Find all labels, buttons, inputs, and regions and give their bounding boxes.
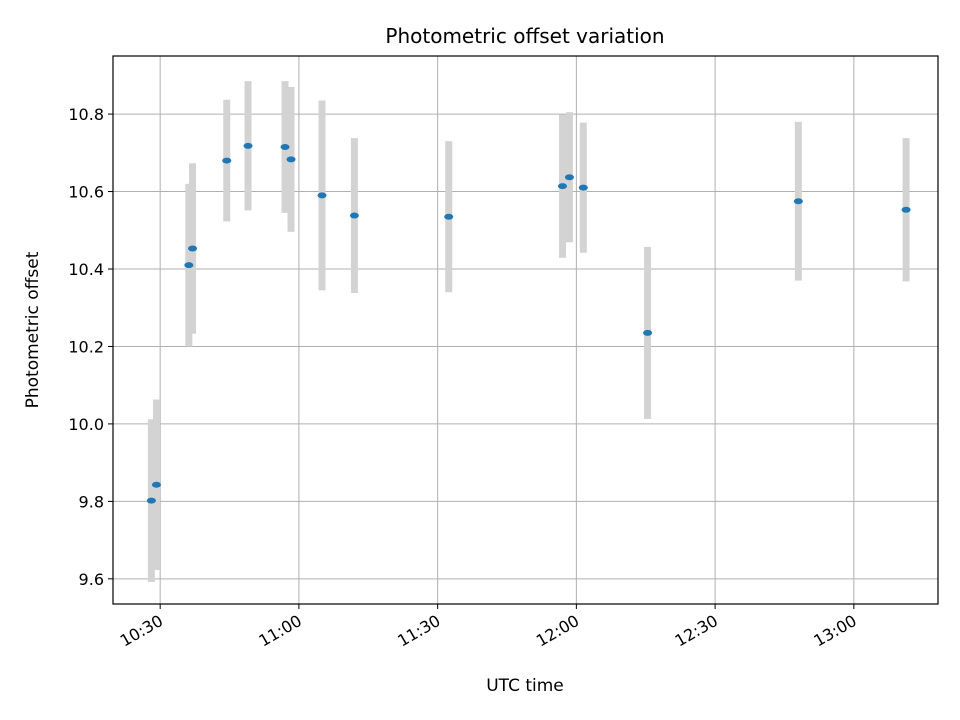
y-tick-label: 10.6 [68,183,104,202]
data-point [578,184,588,191]
data-point [349,212,359,219]
plot-frame [112,55,939,605]
y-tick-label: 10.4 [68,260,104,279]
data-point [243,142,253,149]
chart-title: Photometric offset variation [385,24,664,48]
y-tick-label: 10.2 [68,337,104,356]
data-point [901,206,911,213]
y-tick-label: 10.0 [68,415,104,434]
data-point [280,144,290,151]
data-point [557,183,567,190]
data-point [184,262,194,269]
data-point [317,192,327,199]
data-point [444,213,454,220]
data-point [188,245,198,252]
x-axis-title: UTC time [486,676,564,696]
y-tick-label: 9.6 [79,570,104,589]
data-point [146,497,156,504]
y-tick-label: 9.8 [79,492,104,511]
data-point [222,157,232,164]
data-point [564,174,574,181]
data-point [286,156,296,163]
y-axis-title: Photometric offset [23,251,43,408]
data-point [643,329,653,336]
point-layer [146,142,911,504]
data-point [151,481,161,488]
y-tick-label: 10.8 [68,105,104,124]
data-point [793,198,803,205]
